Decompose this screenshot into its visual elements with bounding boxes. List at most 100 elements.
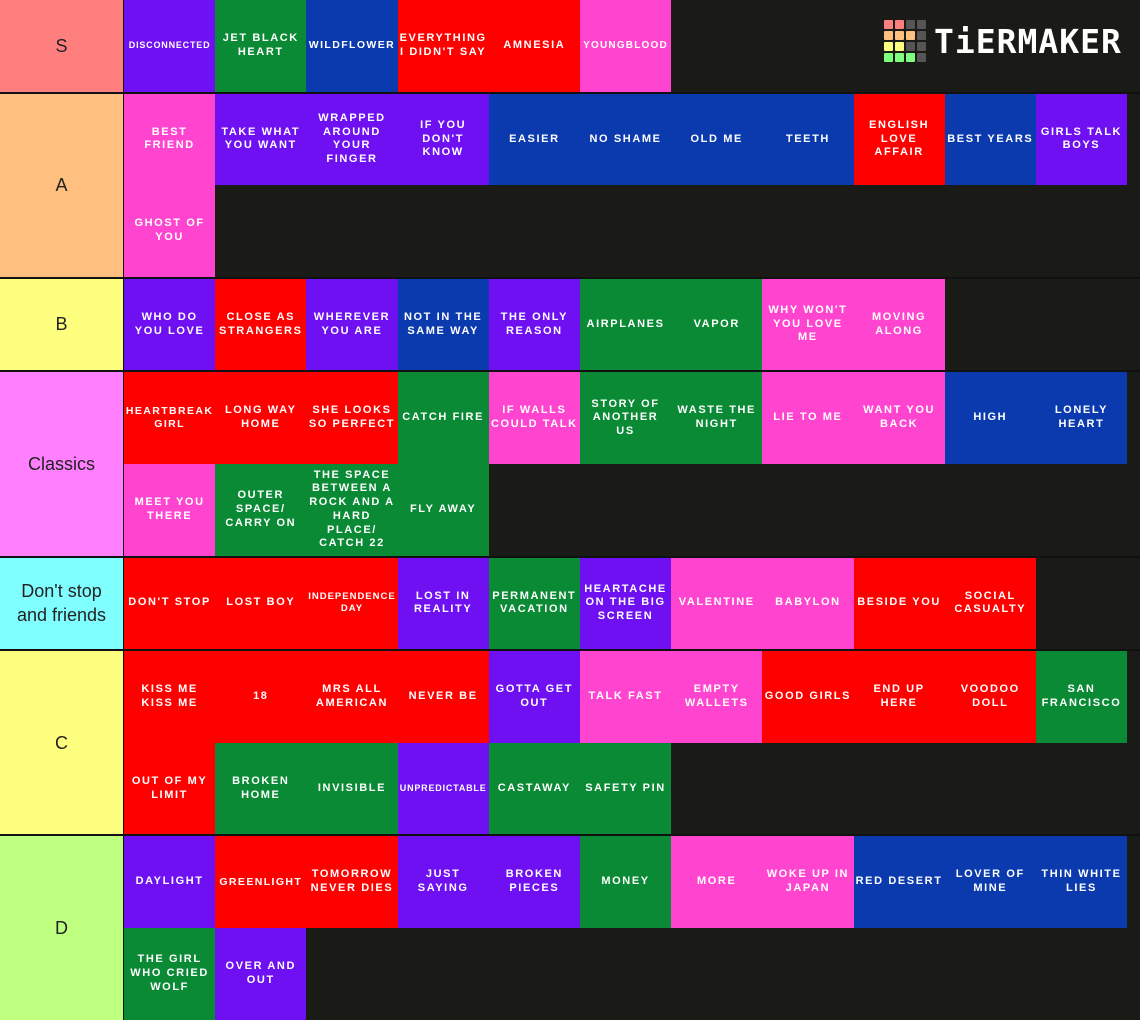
tier-row: C KISS ME KISS ME 18 MRS ALL AMERICAN NEVER …	[0, 651, 1140, 837]
song-tile: WILDFLOWER	[306, 0, 398, 92]
song-tile: MONEY	[579, 836, 672, 928]
tier-items: BEST FRIEND TAKE WHAT YOU WANT WRAPPED ARO…	[124, 93, 1140, 277]
song-tile: OUT OF MY LIMIT	[124, 742, 216, 835]
tier-row: Don't stop and friends DON'T STOP LOST BOY…	[0, 557, 1140, 652]
song-tile: STORY OF ANOTHER US	[579, 372, 672, 464]
tier-row: B WHO DO YOU LOVE CLOSE AS STRANGERS WHEREV…	[0, 278, 1140, 373]
song-tile: INVISIBLE	[306, 742, 398, 835]
song-tile: NOT IN THE SAME WAY	[397, 278, 489, 371]
song-tile: LOVER OF MINE	[944, 836, 1036, 928]
song-tile: END UP HERE	[853, 651, 945, 743]
song-tile: TALK FAST	[579, 651, 672, 743]
song-tile: WRAPPED AROUND YOUR FINGER	[306, 93, 398, 186]
song-tile: WHY WON'T YOU LOVE ME	[762, 278, 854, 371]
song-tile: NO SHAME	[579, 93, 672, 186]
song-tile: EMPTY WALLETS	[671, 651, 763, 743]
song-tile: IF YOU DON'T KNOW	[397, 93, 489, 186]
song-tile: AMNESIA	[488, 0, 580, 92]
song-tile: UNPREDICTABLE	[397, 742, 489, 835]
song-tile: JUST SAYING	[397, 836, 489, 928]
song-tile: SHE LOOKS SO PERFECT	[306, 372, 398, 464]
song-tile: SOCIAL CASUALTY	[944, 557, 1036, 650]
song-tile: HEARTACHE ON THE BIG SCREEN	[579, 557, 672, 650]
song-tile: BEST YEARS	[944, 93, 1036, 186]
song-tile: INDEPENDENCE DAY	[306, 557, 398, 650]
song-tile: CASTAWAY	[488, 742, 580, 835]
song-tile: GIRLS TALK BOYS	[1035, 93, 1128, 186]
song-tile: GREENLIGHT	[215, 836, 307, 928]
song-tile: LOST BOY	[215, 557, 307, 650]
song-tile: MORE	[671, 836, 763, 928]
song-tile: WOKE UP IN JAPAN	[762, 836, 854, 928]
song-tile: PERMANENT VACATION	[488, 557, 580, 650]
song-tile: WANT YOU BACK	[853, 372, 945, 464]
song-tile: BEST FRIEND	[124, 93, 216, 186]
song-tile: OLD ME	[671, 93, 763, 186]
song-tile: NEVER BE	[397, 651, 489, 743]
song-tile: HEARTBREAK GIRL	[124, 372, 216, 464]
tier-items: WHO DO YOU LOVE CLOSE AS STRANGERS WHEREVE…	[124, 278, 1140, 371]
song-tile: MOVING ALONG	[853, 278, 945, 371]
song-tile: 18	[215, 651, 307, 743]
song-tile: AIRPLANES	[579, 278, 672, 371]
logo: TiERMAKER	[884, 20, 1122, 62]
song-tile: FLY AWAY	[397, 463, 489, 556]
song-tile: BROKEN HOME	[215, 742, 307, 835]
tier-items: DON'T STOP LOST BOY INDEPENDENCE DAY LOST I…	[124, 557, 1140, 650]
logo-icon	[884, 20, 926, 62]
song-tile: MRS ALL AMERICAN	[306, 651, 398, 743]
song-tile: ENGLISH LOVE AFFAIR	[853, 93, 945, 186]
song-tile: MEET YOU THERE	[124, 463, 216, 556]
song-tile: KISS ME KISS ME	[124, 651, 216, 743]
song-tile: TAKE WHAT YOU WANT	[215, 93, 307, 186]
song-tile: WHEREVER YOU ARE	[306, 278, 398, 371]
song-tile: IF WALLS COULD TALK	[488, 372, 580, 464]
song-tile: LONG WAY HOME	[215, 372, 307, 464]
song-tile: DAYLIGHT	[124, 836, 216, 928]
song-tile: RED DESERT	[853, 836, 945, 928]
song-tile: DISCONNECTED	[124, 0, 216, 92]
song-tile: THE GIRL WHO CRIED WOLF	[124, 927, 216, 1020]
song-tile: EASIER	[488, 93, 580, 186]
song-tile: THE ONLY REASON	[488, 278, 580, 371]
tier-label: A	[0, 93, 124, 277]
tier-label: B	[0, 278, 124, 371]
tier-row: A BEST FRIEND TAKE WHAT YOU WANT WRAPPED AR…	[0, 93, 1140, 279]
song-tile: OUTER SPACE/ CARRY ON	[215, 463, 307, 556]
song-tile: DON'T STOP	[124, 557, 216, 650]
song-tile: YOUNGBLOOD	[579, 0, 672, 92]
song-tile: TEETH	[762, 93, 854, 186]
song-tile: VALENTINE	[671, 557, 763, 650]
tier-items: KISS ME KISS ME 18 MRS ALL AMERICAN NEVER B…	[124, 651, 1140, 835]
song-tile: SAN FRANCISCO	[1035, 651, 1128, 743]
song-tile: HIGH	[944, 372, 1036, 464]
tier-label: S	[0, 0, 124, 92]
song-tile: WASTE THE NIGHT	[671, 372, 763, 464]
song-tile: LONELY HEART	[1035, 372, 1128, 464]
song-tile: TOMORROW NEVER DIES	[306, 836, 398, 928]
tier-label: Don't stop and friends	[0, 557, 124, 650]
song-tile: OVER AND OUT	[215, 927, 307, 1020]
tier-label: Classics	[0, 372, 124, 556]
tier-row: Classics HEARTBREAK GIRL LONG WAY HOME SHE …	[0, 372, 1140, 558]
song-tile: VAPOR	[671, 278, 763, 371]
song-tile: GHOST OF YOU	[124, 185, 216, 277]
tier-items: DISCONNECTED JET BLACK HEART WILDFLOWER EVE…	[124, 0, 1140, 92]
song-tile: GOOD GIRLS	[762, 651, 854, 743]
song-tile: CLOSE AS STRANGERS	[215, 278, 307, 371]
song-tile: EVERYTHING I DIDN'T SAY	[397, 0, 489, 92]
song-tile: THE SPACE BETWEEN A ROCK AND A HARD PLAC…	[306, 463, 398, 556]
tier-items: HEARTBREAK GIRL LONG WAY HOME SHE LOOKS SO…	[124, 372, 1140, 556]
song-tile: CATCH FIRE	[397, 372, 489, 464]
tier-label: D	[0, 836, 124, 1020]
tier-row: S DISCONNECTED JET BLACK HEART WILDFLOWER EV…	[0, 0, 1140, 94]
logo-text: TiERMAKER	[934, 21, 1122, 61]
song-tile: LOST IN REALITY	[397, 557, 489, 650]
song-tile: LIE TO ME	[762, 372, 854, 464]
song-tile: THIN WHITE LIES	[1035, 836, 1128, 928]
song-tile: BROKEN PIECES	[488, 836, 580, 928]
song-tile: SAFETY PIN	[579, 742, 672, 835]
song-tile: WHO DO YOU LOVE	[124, 278, 216, 371]
